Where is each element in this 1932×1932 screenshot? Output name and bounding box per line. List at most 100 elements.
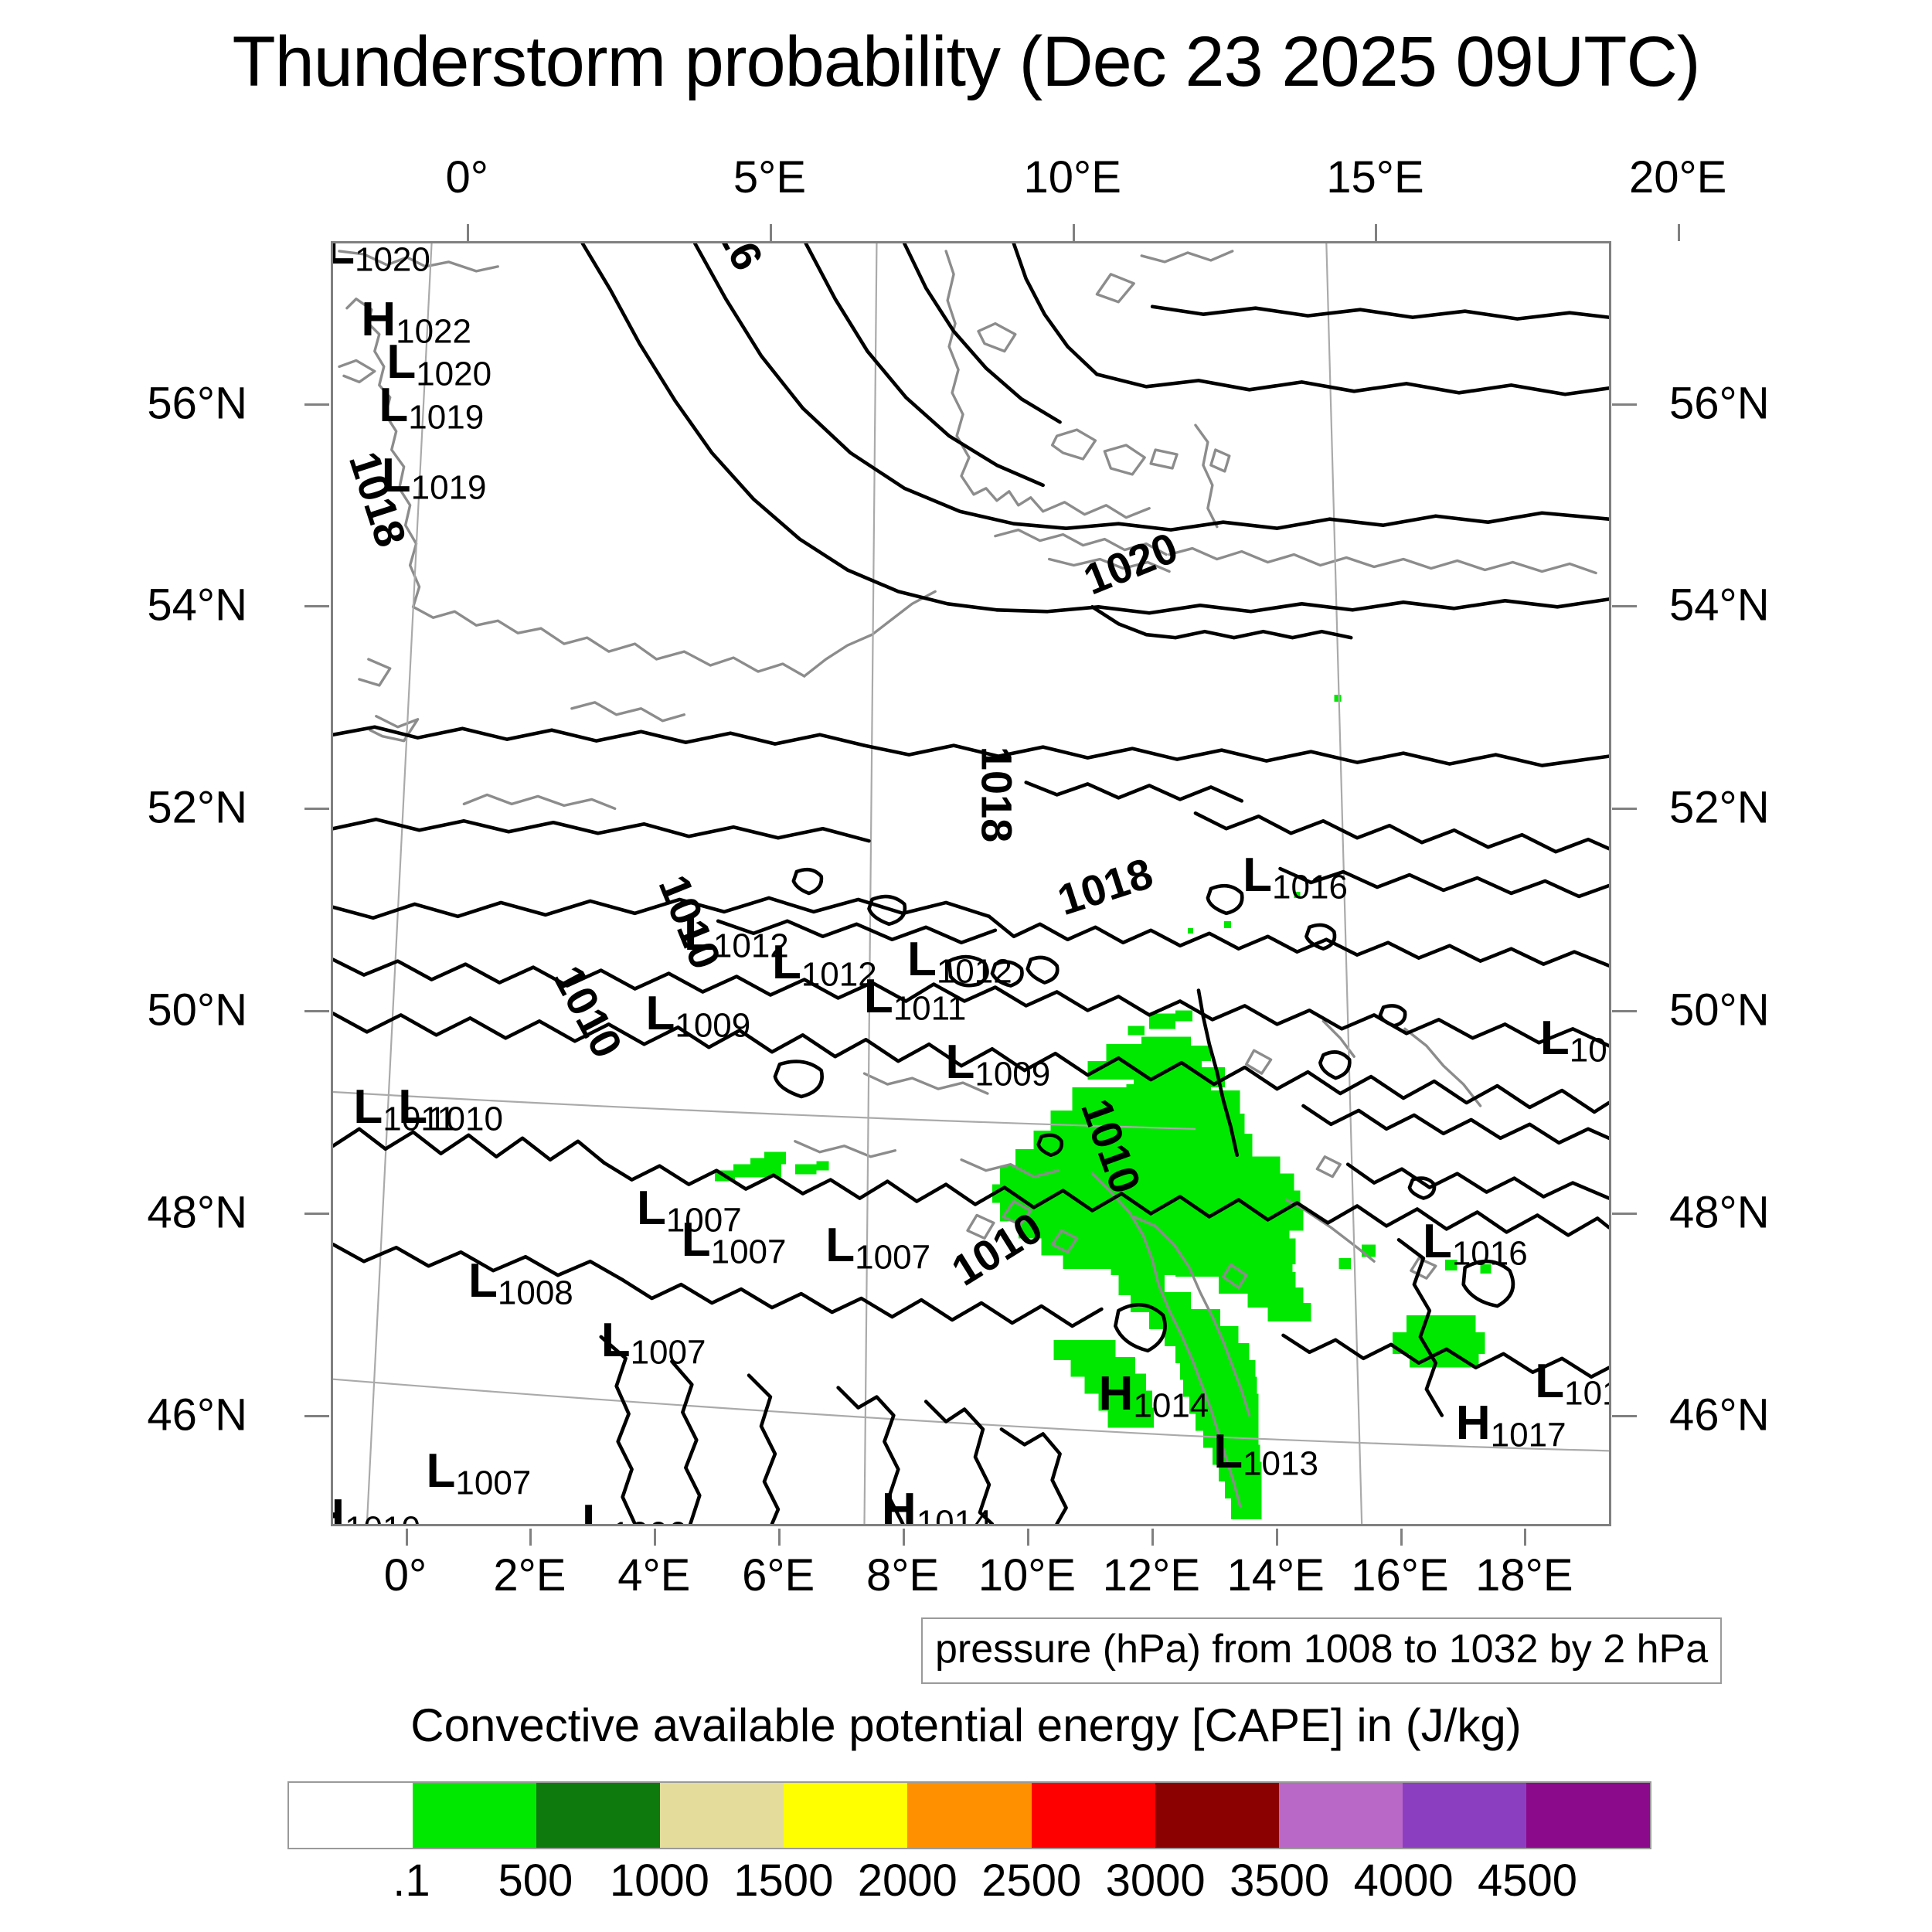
pressure-marker-value: 1014 <box>916 1503 992 1526</box>
pressure-marker-letter: H <box>361 292 396 346</box>
axis-label-right-46°N: 46°N <box>1669 1389 1770 1440</box>
pressure-marker-value: 1006 <box>611 1515 687 1524</box>
pressure-marker-value: 1007 <box>630 1333 706 1372</box>
pressure-marker-value: 1007 <box>665 1201 742 1240</box>
pressure-low-marker: L1009 <box>645 990 750 1043</box>
pressure-marker-letter: L <box>581 1495 611 1526</box>
pressure-marker-value: 1011 <box>383 1100 456 1138</box>
axis-tick-bottom-14°E <box>1275 1529 1278 1546</box>
colorbar-swatch-6[interactable] <box>1031 1783 1155 1848</box>
pressure-marker-value: 1022 <box>396 312 471 351</box>
axis-tick-bottom-6°E <box>778 1529 781 1546</box>
colorbar-swatch-9[interactable] <box>1402 1783 1526 1848</box>
page-title: Thunderstorm probability (Dec 23 2025 09… <box>232 22 1700 101</box>
colorbar-swatch-4[interactable] <box>784 1783 908 1848</box>
colorbar-swatch-2[interactable] <box>536 1783 661 1848</box>
pressure-marker-value: 1016 <box>1451 1234 1528 1273</box>
axis-tick-right-56°N <box>1612 403 1637 406</box>
pressure-marker-letter: L <box>379 378 409 432</box>
axis-tick-right-46°N <box>1612 1414 1637 1417</box>
pressure-low-marker: L1009 <box>945 1035 1050 1092</box>
axis-label-top-5°E: 5°E <box>733 152 807 202</box>
pressure-low-marker: L1011 <box>864 973 967 1026</box>
pressure-low-marker: L1020 <box>333 243 430 277</box>
axis-label-right-48°N: 48°N <box>1669 1187 1770 1238</box>
axis-label-bottom-8°E: 8°E <box>866 1550 940 1600</box>
weather-map-canvas <box>333 243 1609 1524</box>
colorbar-label-3500: 3500 <box>1230 1855 1330 1906</box>
map-plot-area[interactable]: L1020H1022L1020L1019L1019L1012L1012L1012… <box>331 241 1611 1526</box>
pressure-marker-letter: L <box>468 1254 498 1308</box>
pressure-low-marker: L10 <box>1540 1014 1607 1070</box>
pressure-marker-letter: L <box>906 933 937 987</box>
axis-tick-left-48°N <box>304 1213 329 1216</box>
pressure-low-marker: L1019 <box>379 378 485 437</box>
colorbar-swatch-10[interactable] <box>1526 1783 1651 1848</box>
axis-tick-right-50°N <box>1612 1010 1637 1013</box>
pressure-low-marker: L101 <box>1535 1357 1609 1413</box>
pressure-low-marker: L1007 <box>825 1221 930 1275</box>
colorbar-label-2000: 2000 <box>857 1855 957 1906</box>
axis-label-bottom-2°E: 2°E <box>493 1550 566 1600</box>
pressure-marker-value: 1010 <box>345 1510 420 1524</box>
pressure-marker-letter: L <box>353 1080 383 1134</box>
pressure-high-marker: H1017 <box>1456 1400 1566 1453</box>
axis-label-bottom-14°E: 14°E <box>1226 1550 1325 1600</box>
pressure-marker-letter: H <box>1455 1396 1491 1451</box>
colorbar-label-4500: 4500 <box>1478 1855 1578 1906</box>
pressure-marker-letter: L <box>333 243 355 274</box>
axis-label-top-20°E: 20°E <box>1628 152 1727 202</box>
axis-tick-right-48°N <box>1612 1213 1637 1216</box>
colorbar-swatch-1[interactable] <box>413 1783 537 1848</box>
colorbar-swatch-7[interactable] <box>1155 1783 1279 1848</box>
axis-label-left-46°N: 46°N <box>147 1389 247 1440</box>
axis-tick-top-0° <box>467 224 470 241</box>
pressure-marker-value: 10 <box>1569 1031 1607 1070</box>
pressure-marker-value: 1007 <box>710 1233 787 1271</box>
colorbar-label-1500: 1500 <box>733 1855 834 1906</box>
pressure-marker-value: 1012 <box>936 953 1012 992</box>
colorbar-label-3000: 3000 <box>1105 1855 1206 1906</box>
pressure-high-marker: H1010 <box>333 1493 420 1524</box>
axis-label-bottom-18°E: 18°E <box>1475 1550 1573 1600</box>
axis-tick-left-50°N <box>304 1010 329 1013</box>
pressure-marker-value: 1012 <box>801 955 877 994</box>
cape-colorbar[interactable] <box>287 1781 1651 1849</box>
colorbar-swatch-5[interactable] <box>907 1783 1032 1848</box>
axis-label-left-56°N: 56°N <box>147 378 247 428</box>
axis-label-top-0°: 0° <box>445 152 488 202</box>
axis-tick-bottom-0° <box>405 1529 408 1546</box>
pressure-low-marker: L1008 <box>468 1257 573 1311</box>
axis-tick-right-52°N <box>1612 808 1637 811</box>
pressure-marker-value: 101 <box>1564 1374 1609 1413</box>
pressure-marker-letter: L <box>945 1035 975 1089</box>
pressure-marker-letter: L <box>636 1181 666 1235</box>
axis-label-right-54°N: 54°N <box>1669 580 1770 631</box>
coastline-layer <box>338 250 1597 1508</box>
colorbar-swatch-8[interactable] <box>1278 1783 1403 1848</box>
pressure-low-marker: L1013 <box>1213 1427 1318 1481</box>
pressure-high-marker: H1014 <box>882 1486 992 1526</box>
colorbar-swatch-3[interactable] <box>660 1783 784 1848</box>
pressure-low-marker: L1012 <box>771 935 877 994</box>
pressure-low-marker: L1007 <box>600 1313 706 1372</box>
pressure-marker-letter: H <box>1098 1367 1134 1421</box>
axis-tick-left-52°N <box>304 808 329 811</box>
pressure-marker-letter: L <box>386 335 417 389</box>
axis-label-left-50°N: 50°N <box>147 985 247 1036</box>
cape-shading-layer <box>715 694 1492 1520</box>
axis-label-bottom-16°E: 16°E <box>1351 1550 1449 1600</box>
axis-tick-right-54°N <box>1612 605 1637 608</box>
pressure-marker-letter: L <box>426 1444 456 1498</box>
pressure-marker-letter: L <box>771 935 801 989</box>
colorbar-swatch-0[interactable] <box>289 1783 413 1848</box>
colorbar-label-500: 500 <box>498 1855 573 1906</box>
pressure-marker-letter: L <box>1243 849 1273 903</box>
pressure-marker-value: 1019 <box>408 398 485 437</box>
axis-label-left-48°N: 48°N <box>147 1187 247 1238</box>
axis-label-bottom-0°: 0° <box>383 1550 427 1600</box>
axis-tick-top-5°E <box>770 224 772 241</box>
pressure-marker-letter: L <box>863 970 893 1024</box>
pressure-marker-letter: L <box>600 1313 631 1367</box>
isobar-contour-layer <box>333 243 1609 1524</box>
